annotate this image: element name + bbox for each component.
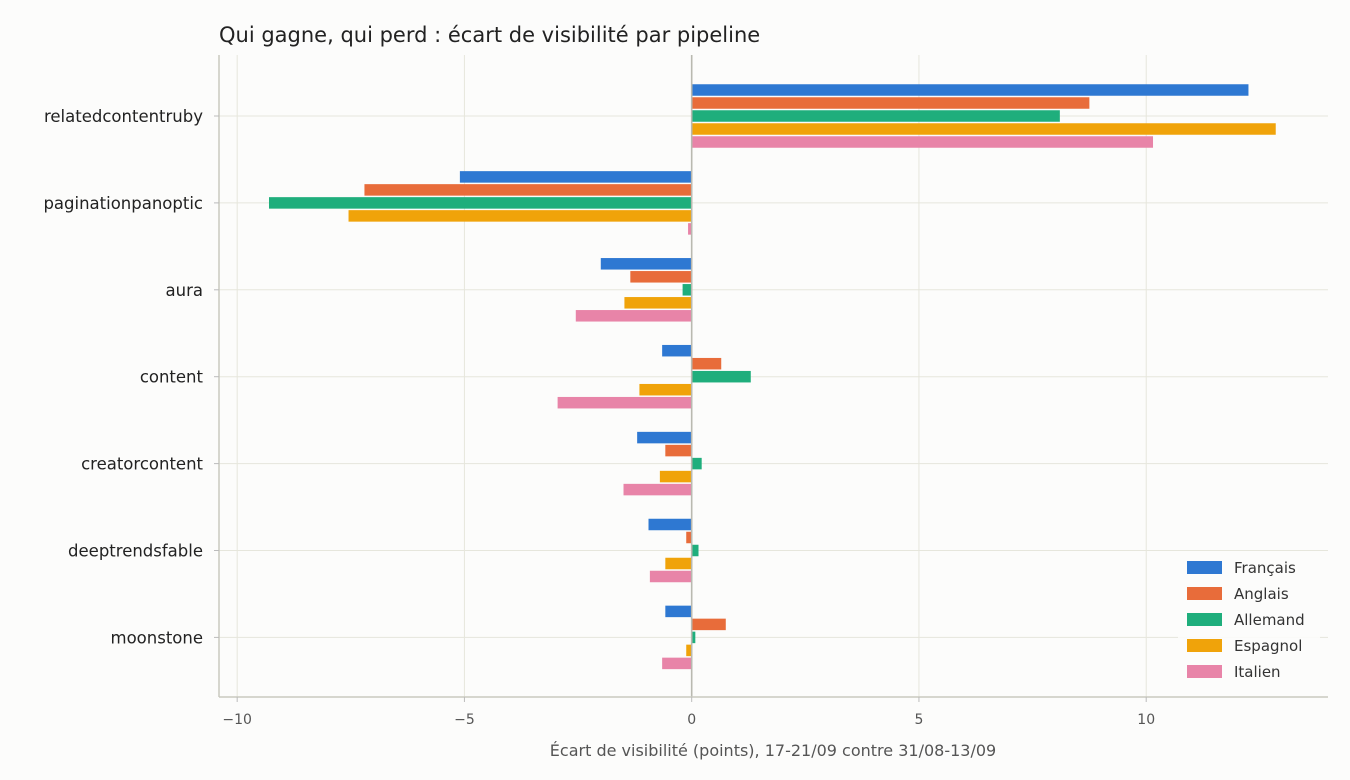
bar [691, 357, 722, 370]
bars [268, 84, 1276, 670]
legend-label: Français [1234, 559, 1296, 577]
bar [691, 84, 1249, 96]
bar [665, 444, 692, 457]
bar [575, 310, 692, 322]
bar [364, 184, 692, 196]
category-label: creatorcontent [81, 455, 203, 474]
bar [691, 544, 699, 557]
bar [557, 396, 692, 409]
legend-label: Espagnol [1234, 637, 1302, 655]
bar [623, 483, 692, 496]
legend-label: Anglais [1234, 585, 1289, 603]
bar [459, 171, 692, 183]
bar [691, 110, 1060, 122]
bar [624, 297, 692, 309]
category-labels: relatedcontentruby paginationpanoptic aura… [43, 107, 203, 647]
bar [662, 344, 692, 357]
legend-label: Allemand [1234, 611, 1305, 629]
x-tick-label: 0 [687, 712, 696, 728]
bar [268, 197, 692, 209]
legend: Français Anglais Allemand Espagnol Italien [1178, 553, 1320, 687]
axes [218, 55, 1328, 698]
bar [659, 470, 692, 483]
legend-box [1178, 553, 1320, 687]
bar [686, 644, 692, 657]
bar [691, 97, 1090, 109]
x-tick-label: −10 [222, 712, 252, 728]
legend-swatch [1187, 613, 1222, 626]
bar [686, 531, 692, 544]
bar [649, 570, 692, 583]
category-label: deeptrendsfable [68, 542, 203, 561]
x-tick-label: 5 [914, 712, 923, 728]
bar [639, 383, 692, 396]
legend-swatch [1187, 587, 1222, 600]
bar [691, 631, 696, 644]
x-tick-label: 10 [1137, 712, 1155, 728]
bar [691, 457, 702, 470]
bar [691, 618, 726, 631]
bar [688, 223, 692, 235]
bar [691, 370, 751, 383]
bar [665, 605, 692, 618]
legend-swatch [1187, 639, 1222, 652]
bar [662, 657, 692, 670]
legend-swatch [1187, 561, 1222, 574]
bar [665, 557, 692, 570]
bar [691, 136, 1154, 148]
category-label: aura [166, 281, 203, 300]
bar [630, 271, 692, 283]
legend-label: Italien [1234, 663, 1281, 681]
category-label: moonstone [111, 628, 204, 647]
bar [348, 210, 692, 222]
bar [637, 431, 692, 444]
category-label: content [140, 368, 204, 387]
chart-title: Qui gagne, qui perd : écart de visibilit… [219, 23, 760, 47]
x-axis-label: Écart de visibilité (points), 17-21/09 c… [550, 741, 996, 760]
category-label: relatedcontentruby [44, 107, 203, 126]
legend-swatch [1187, 665, 1222, 678]
bar [600, 258, 692, 270]
x-ticks: −10 −5 0 5 10 [214, 115, 1155, 728]
bar [648, 518, 692, 531]
category-label: paginationpanoptic [43, 194, 203, 213]
bar [682, 284, 692, 296]
bar [691, 123, 1276, 135]
x-tick-label: −5 [454, 712, 475, 728]
